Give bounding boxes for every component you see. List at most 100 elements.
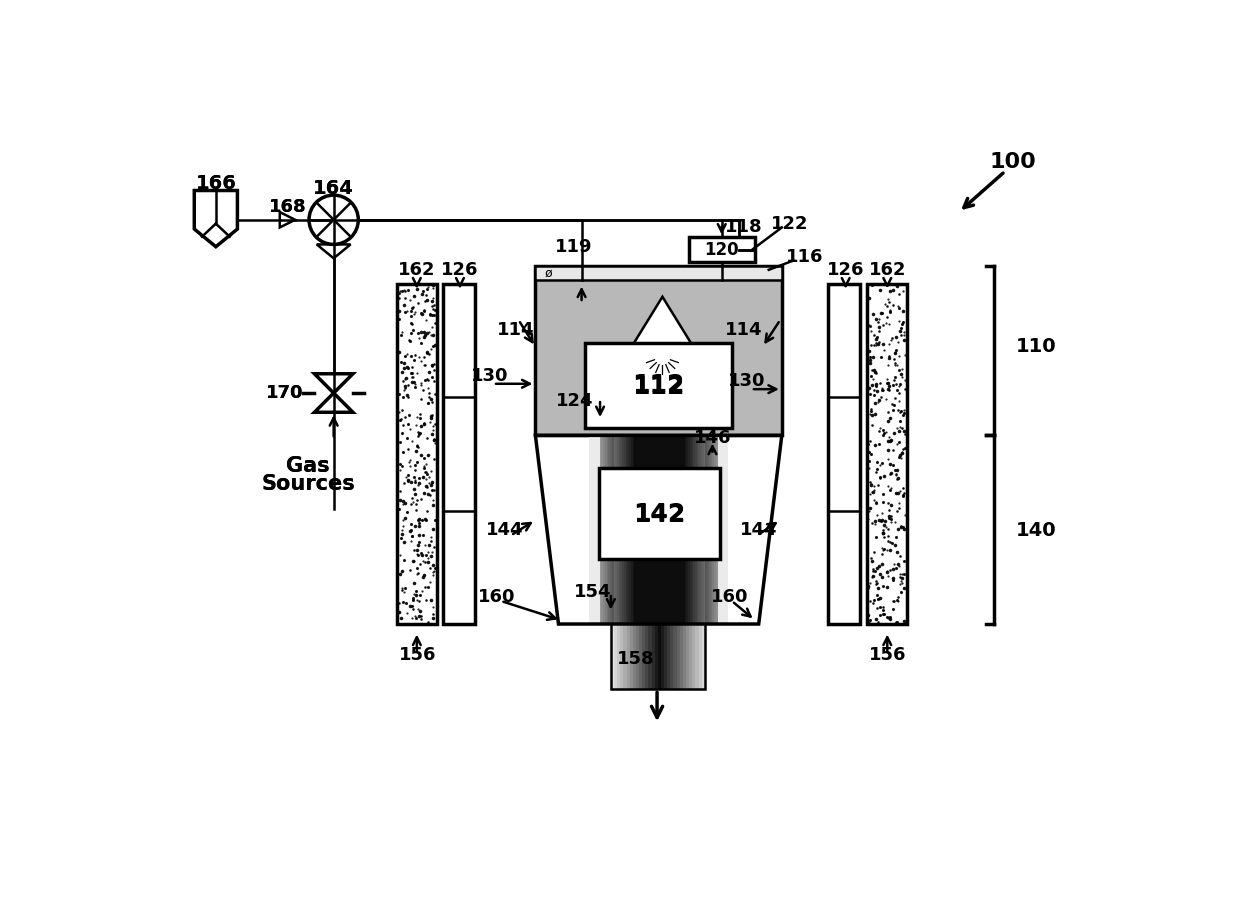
Text: 144: 144 [740, 521, 777, 539]
Bar [640, 435, 641, 624]
Circle shape [656, 350, 670, 364]
Bar [626, 435, 627, 624]
Bar [600, 435, 601, 624]
Bar [637, 435, 640, 624]
Text: Gas: Gas [286, 456, 330, 476]
Bar [727, 435, 728, 624]
Text: 118: 118 [724, 218, 763, 236]
Text: 126: 126 [827, 260, 864, 278]
Text: 146: 146 [693, 429, 732, 447]
Bar [661, 435, 662, 624]
Bar [635, 435, 636, 624]
Text: Gas: Gas [286, 456, 330, 476]
Bar [631, 435, 632, 624]
Text: Sources: Sources [262, 474, 355, 494]
Bar [712, 435, 714, 624]
Bar [867, 284, 906, 624]
Bar [627, 435, 629, 624]
Bar [655, 435, 657, 624]
Bar [644, 435, 645, 624]
Text: 164: 164 [314, 179, 355, 198]
Text: 160: 160 [479, 588, 516, 606]
Text: 168: 168 [269, 197, 306, 215]
Bar [614, 435, 615, 624]
Bar [694, 435, 697, 624]
Bar [614, 624, 618, 689]
Bar [611, 624, 704, 689]
Bar [828, 284, 861, 624]
Bar [671, 435, 672, 624]
Bar [598, 435, 600, 624]
Bar [609, 435, 610, 624]
Text: 140: 140 [1016, 521, 1056, 540]
Bar [610, 435, 611, 624]
Bar [677, 435, 680, 624]
Bar [658, 435, 661, 624]
Bar [649, 435, 650, 624]
Bar [673, 624, 677, 689]
Bar [589, 435, 591, 624]
Bar [646, 435, 649, 624]
Bar [624, 435, 626, 624]
Bar [707, 435, 709, 624]
Text: 122: 122 [771, 214, 808, 232]
Bar [693, 435, 694, 624]
Bar [681, 435, 683, 624]
Text: 164: 164 [314, 179, 355, 198]
Bar [629, 435, 631, 624]
Bar [689, 624, 692, 689]
Bar [723, 435, 724, 624]
Bar [677, 624, 680, 689]
Bar [594, 435, 596, 624]
Bar [624, 624, 626, 689]
Bar [672, 435, 675, 624]
Bar [649, 624, 651, 689]
Bar [688, 435, 689, 624]
Bar [620, 435, 622, 624]
Bar [651, 624, 655, 689]
Bar [683, 435, 684, 624]
Text: 166: 166 [196, 174, 237, 193]
Bar [657, 435, 658, 624]
Bar [684, 435, 686, 624]
Text: 142: 142 [634, 502, 686, 525]
Bar [709, 435, 711, 624]
Bar [719, 435, 720, 624]
Bar [686, 624, 689, 689]
Bar [632, 435, 635, 624]
Text: 142: 142 [634, 503, 686, 527]
Text: 120: 120 [704, 241, 739, 259]
Text: 166: 166 [196, 174, 237, 193]
Bar [626, 624, 630, 689]
Bar [697, 435, 698, 624]
Bar [536, 266, 781, 435]
Bar [632, 624, 636, 689]
Bar [605, 435, 606, 624]
Text: 156: 156 [399, 646, 436, 664]
Text: 119: 119 [556, 238, 593, 256]
Text: 144: 144 [486, 521, 523, 539]
Text: 170: 170 [267, 384, 304, 402]
Bar [618, 435, 619, 624]
Text: 116: 116 [786, 248, 823, 266]
Polygon shape [627, 296, 697, 353]
Bar [618, 624, 620, 689]
Bar [689, 238, 755, 262]
Bar [658, 624, 661, 689]
Bar [620, 624, 624, 689]
Bar [615, 435, 618, 624]
Text: 156: 156 [868, 646, 906, 664]
Bar [596, 435, 598, 624]
Bar [443, 284, 475, 624]
Bar [661, 624, 665, 689]
Text: 154: 154 [574, 583, 611, 601]
Bar [652, 435, 653, 624]
Text: 170: 170 [267, 384, 304, 402]
Text: 130: 130 [728, 372, 766, 390]
Text: 112: 112 [632, 375, 684, 399]
Bar [724, 435, 727, 624]
Bar [683, 624, 686, 689]
Bar [714, 435, 715, 624]
Bar [715, 435, 718, 624]
Text: 160: 160 [711, 588, 748, 606]
